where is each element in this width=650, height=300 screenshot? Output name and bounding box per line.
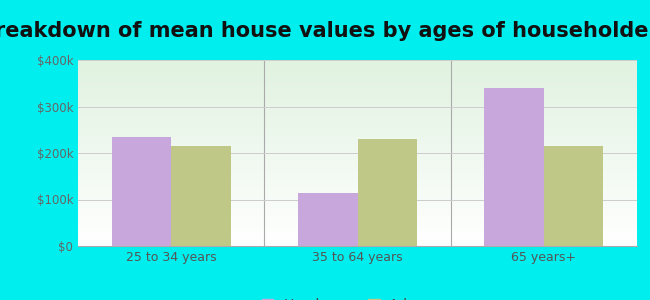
Bar — [298, 193, 358, 246]
Bar — [171, 146, 231, 246]
Bar — [358, 139, 417, 246]
Bar — [112, 137, 171, 246]
Bar — [544, 146, 603, 246]
Legend: Hamburg, Arkansas: Hamburg, Arkansas — [257, 292, 458, 300]
Bar — [484, 88, 544, 246]
Text: Breakdown of mean house values by ages of householders: Breakdown of mean house values by ages o… — [0, 21, 650, 41]
